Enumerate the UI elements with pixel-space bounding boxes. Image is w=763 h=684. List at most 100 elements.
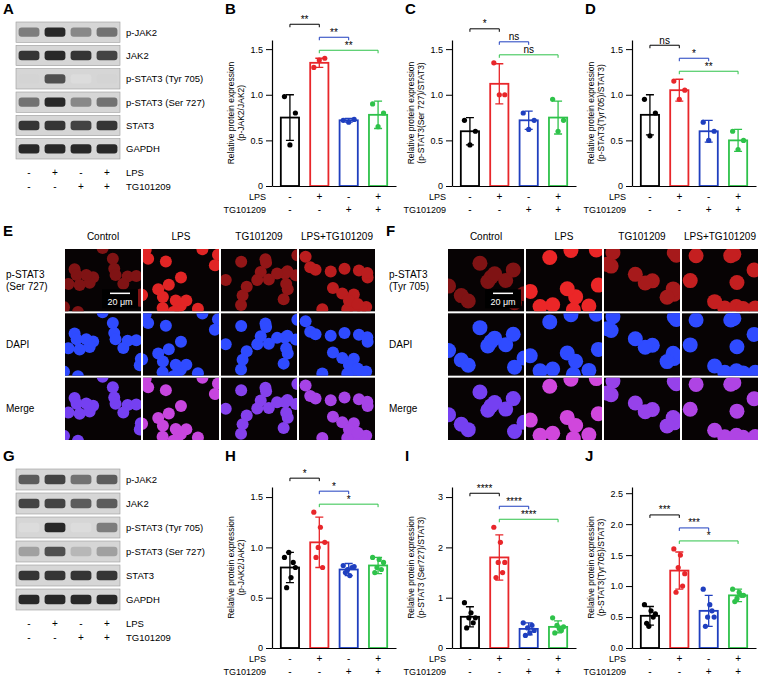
image-cell bbox=[143, 313, 219, 375]
nucleus bbox=[192, 303, 204, 312]
y-tick-mark bbox=[626, 95, 632, 96]
data-point bbox=[532, 118, 537, 123]
data-point bbox=[701, 120, 706, 125]
bar bbox=[670, 90, 688, 186]
error-bar bbox=[286, 552, 294, 582]
error-bar bbox=[525, 111, 533, 129]
blot-band bbox=[71, 51, 92, 60]
error-bar bbox=[705, 120, 713, 142]
significance-label: * bbox=[332, 481, 336, 492]
nucleus bbox=[97, 313, 109, 318]
nucleus bbox=[192, 431, 204, 440]
nucleus bbox=[143, 418, 148, 430]
plot-marks bbox=[461, 525, 567, 648]
data-point bbox=[317, 57, 322, 62]
nucleus bbox=[235, 384, 247, 396]
column-header: LPS+TG101209 bbox=[684, 231, 756, 242]
data-point bbox=[498, 540, 503, 545]
treatment-sign: + bbox=[555, 666, 561, 677]
y-tick-mark bbox=[266, 49, 272, 50]
nucleus bbox=[325, 394, 337, 406]
nucleus bbox=[448, 407, 456, 422]
nucleus bbox=[80, 398, 92, 410]
blot-band bbox=[71, 571, 92, 581]
y-axis-line bbox=[632, 488, 633, 649]
nucleus bbox=[545, 426, 560, 440]
nucleus bbox=[352, 362, 364, 374]
blot-band bbox=[45, 595, 66, 605]
nucleus bbox=[196, 313, 208, 319]
image-content bbox=[604, 378, 680, 434]
data-point bbox=[709, 608, 714, 613]
data-point bbox=[680, 583, 685, 588]
significance-label: ns bbox=[509, 31, 520, 42]
blot-row-label: STAT3 bbox=[126, 570, 154, 581]
bar bbox=[700, 131, 718, 186]
data-point bbox=[677, 97, 682, 102]
blot-row-label: p-STAT3 (Tyr 705) bbox=[126, 73, 203, 84]
bar bbox=[340, 570, 358, 648]
treatment-name: LPS bbox=[609, 654, 626, 664]
treatment-sign: - bbox=[288, 204, 291, 215]
image-cell bbox=[65, 313, 141, 375]
image-content bbox=[65, 249, 141, 311]
treatment-sign: + bbox=[735, 653, 741, 664]
y-tick: 1.0 bbox=[430, 90, 452, 100]
blot-row-label: p-STAT3 (Ser 727) bbox=[126, 97, 205, 108]
nucleus bbox=[143, 289, 148, 301]
treatment-sign: - bbox=[707, 191, 710, 202]
nucleus bbox=[212, 249, 219, 261]
significance-label: ns bbox=[523, 44, 534, 55]
blot-band bbox=[97, 499, 118, 509]
nucleus bbox=[107, 381, 119, 393]
y-tick: 0.5 bbox=[610, 136, 632, 146]
data-point bbox=[491, 60, 496, 65]
treatment-sign: - bbox=[318, 666, 321, 677]
blot-band bbox=[19, 74, 40, 83]
blot-strip bbox=[16, 115, 120, 135]
data-point bbox=[555, 129, 560, 134]
nucleus bbox=[736, 365, 751, 375]
data-point bbox=[381, 110, 386, 115]
nucleus bbox=[251, 338, 263, 350]
y-tick-label: 1.0 bbox=[250, 543, 263, 553]
y-tick-label: 1.0 bbox=[250, 90, 263, 100]
data-point bbox=[352, 117, 357, 122]
nucleus bbox=[545, 297, 560, 311]
error-bar bbox=[495, 64, 503, 104]
image-content bbox=[448, 384, 524, 439]
nucleus bbox=[157, 431, 169, 440]
column-header: TG101209 bbox=[618, 231, 666, 242]
x-axis-line bbox=[273, 186, 397, 187]
nucleus bbox=[628, 267, 643, 282]
y-axis: 00.51.01.5 bbox=[430, 41, 452, 192]
nucleus bbox=[163, 343, 175, 355]
nucleus bbox=[143, 249, 152, 256]
significance-label: **** bbox=[521, 509, 537, 520]
nucleus bbox=[175, 271, 187, 283]
nucleus bbox=[487, 266, 502, 281]
y-tick: 3 bbox=[438, 492, 452, 502]
blot-row-label: p-STAT3 (Ser 727) bbox=[126, 546, 205, 557]
nucleus bbox=[707, 358, 722, 373]
blot-band bbox=[97, 571, 118, 581]
treatment-sign: + bbox=[526, 666, 532, 677]
column-header: Control bbox=[470, 231, 502, 242]
data-point bbox=[284, 585, 289, 590]
nucleus bbox=[130, 270, 141, 282]
image-cell bbox=[448, 249, 524, 311]
treatment-sign: - bbox=[648, 666, 651, 677]
treatment-sign: + bbox=[52, 618, 58, 629]
nucleus bbox=[167, 435, 179, 440]
y-tick-mark bbox=[266, 547, 272, 548]
treatment-sign: - bbox=[498, 204, 501, 215]
blot-band bbox=[71, 121, 92, 130]
nucleus bbox=[461, 293, 476, 308]
plot-marks bbox=[641, 546, 747, 648]
nucleus bbox=[167, 370, 179, 375]
blot-strip bbox=[16, 541, 120, 562]
nucleus bbox=[472, 256, 487, 271]
y-tick-label: 2 bbox=[438, 543, 443, 553]
treatment-sign: + bbox=[104, 618, 110, 629]
nucleus bbox=[74, 279, 86, 291]
